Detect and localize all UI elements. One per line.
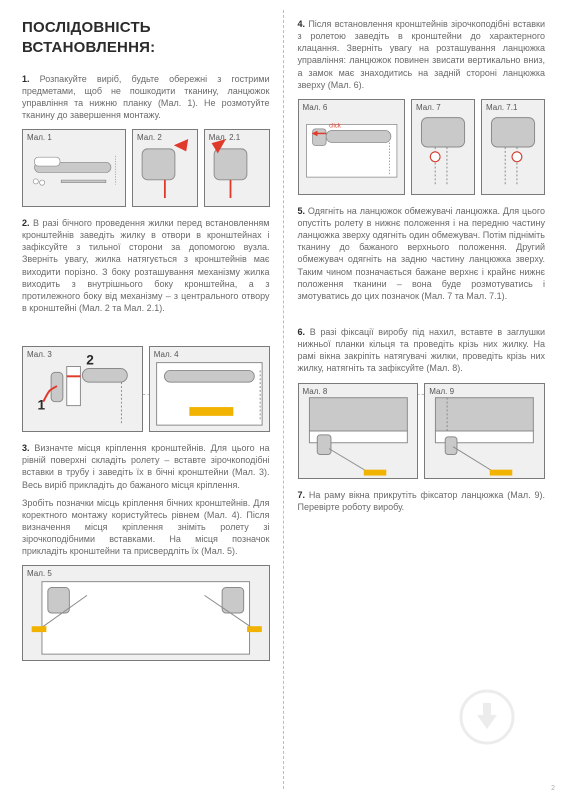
step-6-text: 6. В разі фіксації виробу під нахил, вст… (298, 326, 546, 375)
fig-row-4: Мал. 6 click Мал. 7 Мал. 7.1 (298, 99, 546, 195)
figure-6: Мал. 6 click (298, 99, 405, 195)
step-5-body: Одягніть на ланцюжок обмежувачі ланцюжка… (298, 206, 546, 301)
figure-2-1-label: Мал. 2.1 (209, 133, 240, 144)
step-3b-text: Зробіть позначки місць кріплення бічних … (22, 497, 270, 558)
watermark-icon (459, 689, 515, 745)
click-annot: click (329, 123, 342, 129)
figure-1-label: Мал. 1 (27, 133, 52, 144)
step-1-body: Розпакуйте виріб, будьте обережні з гост… (22, 74, 270, 120)
figure-3-label: Мал. 3 (27, 350, 52, 361)
step-5-text: 5. Одягніть на ланцюжок обмежувачі ланцю… (298, 205, 546, 302)
figure-6-label: Мал. 6 (303, 103, 328, 114)
figure-5: Мал. 5 (22, 565, 270, 661)
page-title: ПОСЛІДОВНІСТЬ ВСТАНОВЛЕННЯ: (22, 18, 270, 59)
figure-8: Мал. 8 (298, 383, 419, 479)
svg-text:2: 2 (86, 353, 94, 368)
figure-9: Мал. 9 (424, 383, 545, 479)
right-column: 4. Після встановлення кронштейнів зірочк… (284, 18, 546, 789)
step-4-body: Після встановлення кронштейнів зірочкопо… (298, 19, 546, 90)
spacer (298, 308, 546, 326)
step-6-body: В разі фіксації виробу під нахил, вставт… (298, 327, 546, 373)
figure-4-label: Мал. 4 (154, 350, 179, 361)
figure-3: Мал. 3 1 2 (22, 346, 143, 432)
figure-2: Мал. 2 (132, 129, 198, 207)
fig-row-2: Мал. 3 1 2 Мал. 4 (22, 346, 270, 432)
left-column: ПОСЛІДОВНІСТЬ ВСТАНОВЛЕННЯ: 1. Розпакуйт… (22, 18, 284, 789)
fig-row-5: Мал. 8 Мал. 9 (298, 383, 546, 479)
step-7-body: На раму вікна прикрутіть фіксатор ланцюж… (298, 490, 546, 512)
step-3a-body: Визначте місця кріплення кронштейнів. Дл… (22, 443, 270, 489)
spacer (22, 320, 270, 338)
fig-row-1: Мал. 1 Мал. 2 Мал. 2.1 (22, 129, 270, 207)
step-3a-text: 3. Визначте місця кріплення кронштейнів.… (22, 442, 270, 491)
page: ПОСЛІДОВНІСТЬ ВСТАНОВЛЕННЯ: 1. Розпакуйт… (0, 0, 565, 799)
figure-7-1: Мал. 7.1 (481, 99, 545, 195)
step-2-text: 2. В разі бічного проведення жилки перед… (22, 217, 270, 314)
figure-8-label: Мал. 8 (303, 387, 328, 398)
figure-1: Мал. 1 (22, 129, 126, 207)
step-7-text: 7. На раму вікна прикрутіть фіксатор лан… (298, 489, 546, 513)
step-4-text: 4. Після встановлення кронштейнів зірочк… (298, 18, 546, 91)
figure-7: Мал. 7 (411, 99, 475, 195)
step-2-body: В разі бічного проведення жилки перед вс… (22, 218, 270, 313)
page-number: 2 (551, 784, 555, 793)
figure-5-label: Мал. 5 (27, 569, 52, 580)
step-1-text: 1. Розпакуйте виріб, будьте обережні з г… (22, 73, 270, 122)
figure-9-label: Мал. 9 (429, 387, 454, 398)
figure-4: Мал. 4 (149, 346, 270, 432)
figure-2-1: Мал. 2.1 (204, 129, 270, 207)
figure-2-label: Мал. 2 (137, 133, 162, 144)
figure-7-1-label: Мал. 7.1 (486, 103, 517, 114)
figure-7-label: Мал. 7 (416, 103, 441, 114)
fig-row-3: Мал. 5 (22, 565, 270, 661)
